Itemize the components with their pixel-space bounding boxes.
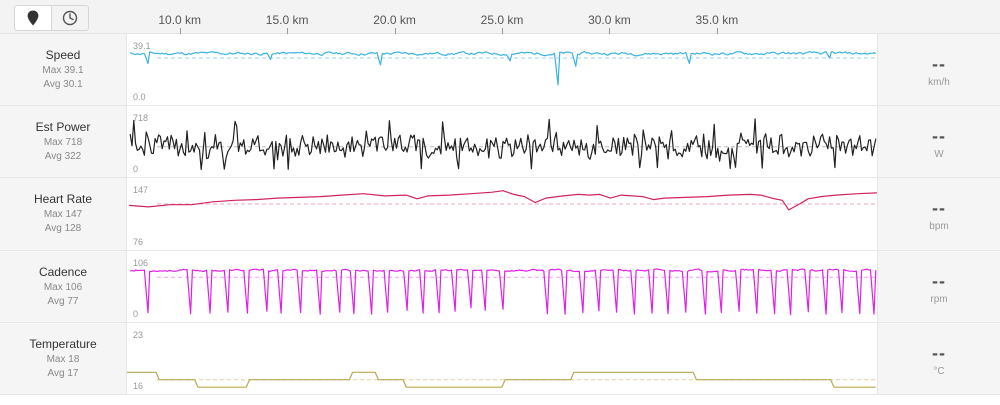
metric-row-speed: Speed Max 39.1 Avg 30.1 39.1 0.0 -- km/h bbox=[0, 34, 1000, 107]
metric-chart[interactable]: 718 0 bbox=[126, 106, 878, 178]
y-max-label: 106 bbox=[133, 257, 149, 268]
y-max-label: 23 bbox=[133, 329, 144, 340]
metric-summary: Cadence Max 106 Avg 77 bbox=[0, 250, 126, 322]
y-min-label: 0.0 bbox=[133, 92, 146, 103]
series-line-temp bbox=[127, 371, 876, 388]
current-value: -- bbox=[932, 54, 946, 74]
chart-toolbar: 10.0 km 15.0 km 20.0 km 25.0 km 30.0 km 35.0 … bbox=[0, 0, 1000, 34]
current-value: -- bbox=[932, 198, 946, 219]
metric-max: Max 106 bbox=[43, 281, 83, 293]
x-tick-label: 35.0 km bbox=[695, 13, 739, 27]
x-tick-mark bbox=[179, 28, 181, 34]
x-tick-label: 15.0 km bbox=[265, 13, 309, 27]
metric-avg: Avg 77 bbox=[47, 295, 79, 307]
chart-svg-temp bbox=[127, 371, 877, 388]
y-max-label: 39.1 bbox=[133, 41, 151, 51]
metric-unit: km/h bbox=[928, 77, 950, 88]
metric-title: Heart Rate bbox=[33, 192, 93, 207]
current-value: -- bbox=[932, 342, 946, 363]
x-tick-label: 10.0 km bbox=[158, 13, 202, 27]
metric-title: Temperature bbox=[29, 336, 97, 351]
chart-svg-hr bbox=[129, 190, 877, 211]
metric-unit: W bbox=[934, 149, 944, 161]
metric-current: -- W bbox=[878, 106, 1000, 178]
metric-chart[interactable]: 23 16 bbox=[126, 322, 878, 394]
metric-unit: bpm bbox=[929, 221, 949, 233]
time-view-button[interactable] bbox=[51, 5, 89, 31]
metric-avg: Avg 30.1 bbox=[43, 79, 83, 90]
series-line-power bbox=[129, 118, 877, 171]
y-min-label: 0 bbox=[133, 164, 139, 175]
x-tick-label: 20.0 km bbox=[373, 13, 416, 27]
y-max-label: 147 bbox=[133, 185, 149, 196]
metric-current: -- rpm bbox=[878, 250, 1000, 322]
metric-max: Max 147 bbox=[43, 209, 83, 221]
metric-avg: Avg 17 bbox=[47, 367, 79, 379]
y-min-label: 16 bbox=[133, 380, 144, 391]
metric-summary: Heart Rate Max 147 Avg 128 bbox=[0, 178, 126, 250]
metric-summary: Est Power Max 718 Avg 322 bbox=[0, 106, 126, 178]
chart-svg-cadence bbox=[130, 267, 877, 315]
metric-current: -- bpm bbox=[878, 178, 1000, 250]
metric-max: Max 18 bbox=[46, 353, 80, 365]
metric-title: Cadence bbox=[38, 264, 88, 279]
x-tick-mark bbox=[287, 28, 289, 34]
metric-chart[interactable]: 39.1 0.0 bbox=[126, 34, 878, 106]
metric-summary: Speed Max 39.1 Avg 30.1 bbox=[0, 34, 126, 106]
metric-row-power: Est Power Max 718 Avg 322 718 0 -- W bbox=[0, 106, 1000, 179]
metric-title: Speed bbox=[45, 48, 81, 62]
metric-current: -- °C bbox=[878, 322, 1000, 394]
metric-unit: rpm bbox=[930, 293, 948, 305]
metric-row-hr: Heart Rate Max 147 Avg 128 147 76 -- bpm bbox=[0, 178, 1000, 251]
y-min-label: 76 bbox=[133, 236, 144, 247]
metric-max: Max 39.1 bbox=[42, 65, 84, 76]
metric-summary: Temperature Max 18 Avg 17 bbox=[0, 322, 126, 394]
metric-avg: Avg 128 bbox=[44, 223, 82, 235]
metric-chart[interactable]: 106 0 bbox=[126, 250, 878, 322]
series-line-speed bbox=[129, 50, 877, 86]
metric-current: -- km/h bbox=[878, 34, 1000, 106]
metric-chart[interactable]: 147 76 bbox=[126, 178, 878, 250]
x-tick-mark bbox=[609, 28, 611, 34]
chart-svg-speed bbox=[129, 50, 877, 86]
metric-avg: Avg 322 bbox=[44, 151, 82, 163]
clock-icon bbox=[62, 10, 78, 26]
metric-max: Max 718 bbox=[43, 137, 83, 149]
x-tick-mark bbox=[716, 28, 718, 34]
metric-title: Est Power bbox=[35, 120, 91, 135]
y-max-label: 718 bbox=[133, 113, 149, 124]
series-line-hr bbox=[129, 190, 877, 211]
metric-unit: °C bbox=[933, 365, 945, 377]
metric-row-cadence: Cadence Max 106 Avg 77 106 0 -- rpm bbox=[0, 250, 1000, 323]
map-view-button[interactable] bbox=[14, 5, 52, 31]
chart-svg-power bbox=[129, 118, 877, 171]
series-line-cadence bbox=[130, 267, 877, 315]
x-tick-mark bbox=[394, 28, 396, 34]
metric-row-temp: Temperature Max 18 Avg 17 23 16 -- °C bbox=[0, 322, 1000, 395]
map-pin-icon bbox=[27, 10, 39, 26]
x-tick-label: 30.0 km bbox=[588, 13, 631, 27]
y-min-label: 0 bbox=[133, 308, 139, 319]
current-value: -- bbox=[932, 270, 946, 291]
current-value: -- bbox=[932, 126, 946, 147]
x-tick-label: 25.0 km bbox=[480, 13, 524, 27]
x-tick-mark bbox=[502, 28, 503, 34]
